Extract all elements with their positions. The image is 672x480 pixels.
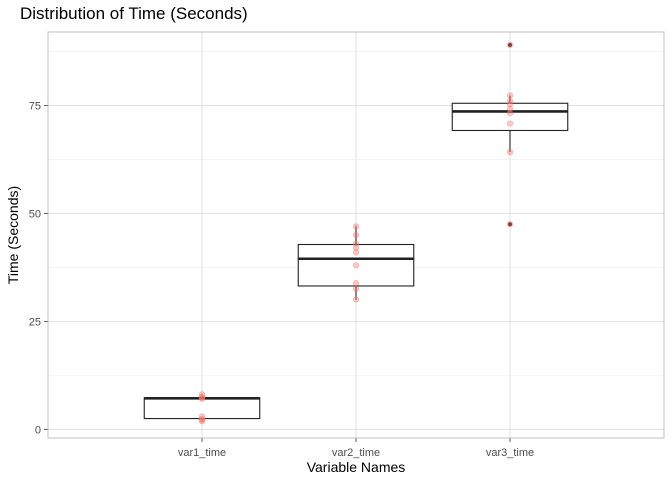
chart-title: Distribution of Time (Seconds)	[20, 4, 248, 23]
y-tick-label: 25	[29, 316, 41, 328]
data-point	[506, 110, 514, 117]
y-tick-label: 75	[29, 100, 41, 112]
data-point	[198, 393, 206, 400]
data-point	[352, 244, 360, 252]
box-body	[297, 243, 415, 287]
x-tick-label: var2_time	[332, 447, 380, 459]
data-point	[506, 92, 514, 99]
outlier-point	[508, 42, 512, 47]
data-point	[352, 279, 360, 287]
x-tick-label: var1_time	[178, 447, 226, 459]
outlier-point	[508, 222, 512, 227]
data-point	[352, 262, 360, 269]
data-point	[198, 413, 206, 420]
y-axis-ticks: 0 25 50 75	[29, 100, 48, 436]
box-body	[451, 102, 569, 132]
data-point	[352, 296, 360, 303]
data-point	[506, 221, 514, 228]
data-point	[506, 105, 514, 112]
data-point	[352, 223, 360, 230]
data-point	[352, 240, 360, 247]
panel-border	[47, 31, 665, 439]
x-axis-title: Variable Names	[307, 459, 406, 475]
data-point	[352, 249, 360, 256]
x-tick-label: var3_time	[486, 447, 534, 459]
data-point	[352, 285, 360, 293]
data-point	[352, 231, 360, 239]
data-point	[506, 148, 514, 156]
data-point	[506, 98, 514, 105]
point-series	[198, 41, 514, 425]
y-tick-label: 0	[35, 424, 41, 436]
y-tick-label: 50	[29, 208, 41, 220]
data-point	[198, 391, 206, 398]
data-point	[506, 41, 514, 49]
x-axis-ticks: var1_time var2_time var3_time	[178, 438, 534, 459]
data-point	[506, 120, 514, 127]
box-series	[143, 42, 569, 421]
y-axis-title: Time (Seconds)	[5, 186, 21, 284]
